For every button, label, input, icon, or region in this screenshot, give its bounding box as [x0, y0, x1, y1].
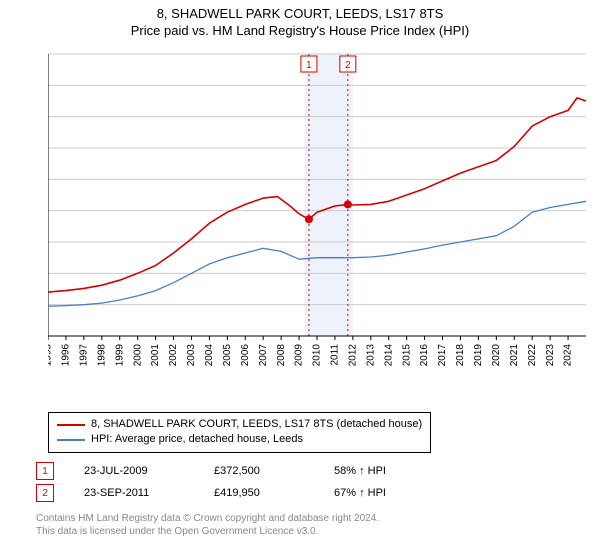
sale-hpi: 67% ↑ HPI [334, 487, 454, 499]
svg-text:2005: 2005 [222, 344, 233, 367]
svg-text:2017: 2017 [437, 344, 448, 367]
svg-text:2016: 2016 [419, 344, 430, 367]
legend-swatch [57, 424, 85, 426]
sale-date: 23-SEP-2011 [84, 487, 214, 499]
chart-svg: £0£100K£200K£300K£400K£500K£600K£700K£80… [48, 48, 588, 378]
svg-text:1996: 1996 [61, 344, 72, 367]
legend-label: HPI: Average price, detached house, Leed… [91, 432, 303, 447]
chart-plot: £0£100K£200K£300K£400K£500K£600K£700K£80… [48, 48, 588, 378]
svg-text:2014: 2014 [383, 344, 394, 367]
svg-text:2012: 2012 [348, 344, 359, 367]
svg-text:1997: 1997 [79, 344, 90, 367]
sale-marker-num: 1 [42, 466, 48, 477]
sale-price: £419,950 [214, 487, 334, 499]
svg-text:2006: 2006 [240, 344, 251, 367]
legend-row: 8, SHADWELL PARK COURT, LEEDS, LS17 8TS … [57, 417, 422, 432]
svg-text:2011: 2011 [330, 344, 341, 366]
sale-hpi: 58% ↑ HPI [334, 465, 454, 477]
sale-price: £372,500 [214, 465, 334, 477]
legend-row: HPI: Average price, detached house, Leed… [57, 432, 422, 447]
svg-text:2022: 2022 [527, 344, 538, 367]
legend-swatch [57, 439, 85, 441]
svg-text:2: 2 [345, 60, 351, 71]
svg-text:2008: 2008 [276, 344, 287, 367]
svg-text:2001: 2001 [150, 344, 161, 367]
footer-attribution: Contains HM Land Registry data © Crown c… [36, 512, 379, 538]
svg-text:1995: 1995 [48, 344, 54, 367]
sales-row: 2 23-SEP-2011 £419,950 67% ↑ HPI [36, 482, 454, 504]
svg-text:2019: 2019 [473, 344, 484, 367]
svg-text:2021: 2021 [509, 344, 520, 367]
svg-text:1999: 1999 [114, 344, 125, 367]
footer-line: Contains HM Land Registry data © Crown c… [36, 512, 379, 525]
sale-date: 23-JUL-2009 [84, 465, 214, 477]
svg-text:2023: 2023 [545, 344, 556, 367]
svg-text:1998: 1998 [96, 344, 107, 367]
footer-line: This data is licensed under the Open Gov… [36, 525, 379, 538]
chart-title: 8, SHADWELL PARK COURT, LEEDS, LS17 8TS [0, 0, 600, 21]
sales-row: 1 23-JUL-2009 £372,500 58% ↑ HPI [36, 460, 454, 482]
svg-text:2000: 2000 [132, 344, 143, 367]
svg-text:2009: 2009 [294, 344, 305, 367]
svg-text:1: 1 [306, 60, 312, 71]
chart-subtitle: Price paid vs. HM Land Registry's House … [0, 21, 600, 38]
svg-text:2003: 2003 [186, 344, 197, 367]
sale-marker-icon: 2 [36, 484, 54, 502]
sale-marker-icon: 1 [36, 462, 54, 480]
svg-text:2002: 2002 [168, 344, 179, 367]
svg-text:2018: 2018 [455, 344, 466, 367]
svg-text:2015: 2015 [401, 344, 412, 367]
sale-marker-num: 2 [42, 488, 48, 499]
svg-text:2007: 2007 [258, 344, 269, 367]
sales-table: 1 23-JUL-2009 £372,500 58% ↑ HPI 2 23-SE… [36, 460, 454, 504]
legend: 8, SHADWELL PARK COURT, LEEDS, LS17 8TS … [48, 412, 431, 453]
svg-text:2010: 2010 [312, 344, 323, 367]
svg-text:2004: 2004 [204, 344, 215, 367]
svg-text:2020: 2020 [491, 344, 502, 367]
chart-container: 8, SHADWELL PARK COURT, LEEDS, LS17 8TS … [0, 0, 600, 560]
legend-label: 8, SHADWELL PARK COURT, LEEDS, LS17 8TS … [91, 417, 422, 432]
svg-text:2013: 2013 [365, 344, 376, 367]
svg-text:2024: 2024 [563, 344, 574, 367]
